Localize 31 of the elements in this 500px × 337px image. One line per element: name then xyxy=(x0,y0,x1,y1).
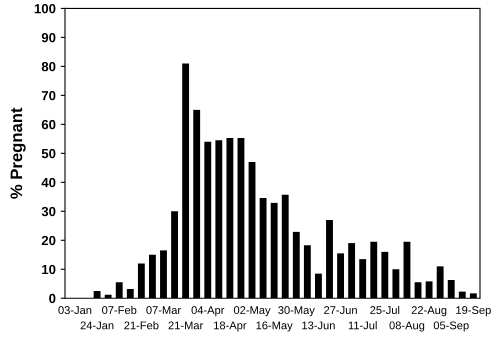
x-tick-label: 04-Apr xyxy=(192,306,224,316)
x-tick-label: 19-Sep xyxy=(456,306,491,316)
x-tick-label: 16-May xyxy=(256,321,293,332)
x-tick-label: 21-Feb xyxy=(124,321,158,330)
y-tick-label: 0 xyxy=(49,294,56,304)
x-tick-label: 03-Jan xyxy=(58,306,92,314)
x-tick-label: 25-Jul xyxy=(370,306,400,314)
y-tick-label: 90 xyxy=(42,32,56,42)
y-tick-label: 80 xyxy=(42,62,56,72)
x-tick-label: 11-Jul xyxy=(348,321,377,330)
x-tick-label: 18-Apr xyxy=(214,321,246,332)
x-tick-label: 08-Aug xyxy=(389,321,424,332)
x-tick-label: 22-Aug xyxy=(412,306,446,316)
y-tick-label: 50 xyxy=(42,148,56,158)
x-tick-label: 07-Mar xyxy=(146,306,181,314)
y-tick-label: 60 xyxy=(42,120,56,130)
y-tick-label: 30 xyxy=(42,206,56,216)
x-tick-label: 27-Jun xyxy=(324,306,357,314)
y-axis-title: % Pregnant xyxy=(10,108,26,199)
x-tick-label: 13-Jun xyxy=(302,321,335,330)
x-tick-label: 24-Jan xyxy=(80,321,114,330)
y-tick-label: 10 xyxy=(42,264,56,274)
y-tick-label: 40 xyxy=(42,178,56,188)
x-tick-label: 30-May xyxy=(278,306,315,316)
y-tick-label: 20 xyxy=(42,236,56,246)
x-tick-label: 02-May xyxy=(234,306,271,316)
x-tick-label: 05-Sep xyxy=(434,321,469,332)
y-tick-label: 100 xyxy=(34,4,56,14)
y-tick-label: 70 xyxy=(42,90,56,100)
x-tick-label: 07-Feb xyxy=(102,306,136,314)
x-tick-label: 21-Mar xyxy=(168,321,204,330)
